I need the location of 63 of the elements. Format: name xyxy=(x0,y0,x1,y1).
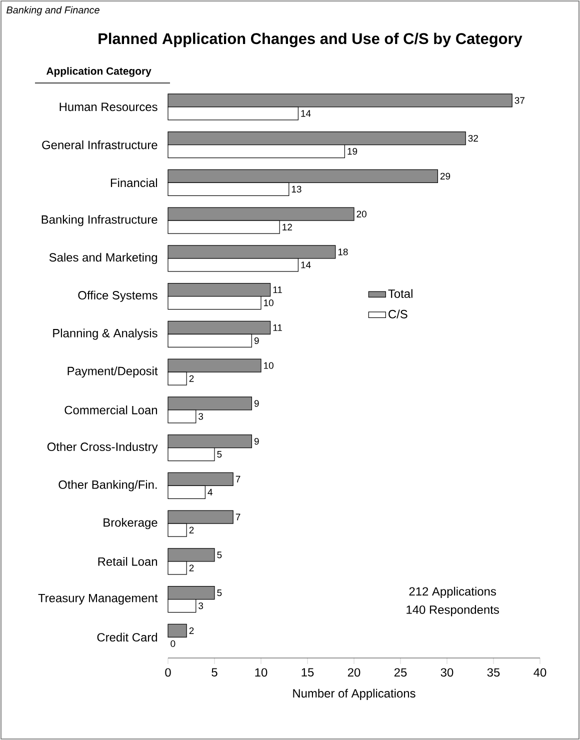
y-tick-label: Other Cross-Industry xyxy=(47,442,158,454)
x-axis-title: Number of Applications xyxy=(293,688,416,700)
data-label: 7 xyxy=(236,476,240,482)
data-label: 5 xyxy=(217,552,222,558)
data-label: 0 xyxy=(170,640,176,648)
annotation: 212 Applications xyxy=(409,586,496,598)
x-tick-label: 15 xyxy=(302,668,314,677)
x-tick-label: 20 xyxy=(348,668,360,677)
data-label: 5 xyxy=(217,589,222,596)
data-label: 2 xyxy=(189,526,194,534)
y-tick-label: Sales and Marketing xyxy=(49,252,158,264)
y-tick-label: Treasury Management xyxy=(38,594,158,605)
y-tick-label: Financial xyxy=(110,178,158,188)
data-label: 2 xyxy=(189,627,194,634)
legend-label: Total xyxy=(388,289,412,298)
y-tick-label: Commercial Loan xyxy=(64,406,158,414)
data-label: 10 xyxy=(264,299,274,306)
y-tick-label: Retail Loan xyxy=(98,557,158,566)
y-tick-label: Planning & Analysis xyxy=(53,328,158,340)
data-label: 29 xyxy=(440,172,450,180)
data-label: 13 xyxy=(292,186,302,193)
y-tick-label: General Infrastructure xyxy=(42,140,158,150)
data-label: 37 xyxy=(514,97,524,104)
data-label: 2 xyxy=(189,564,194,572)
data-label: 7 xyxy=(236,514,240,520)
x-tick-label: 25 xyxy=(394,668,407,677)
data-label: 9 xyxy=(254,438,259,445)
y-tick-label: Payment/Deposit xyxy=(68,366,158,378)
data-label: 19 xyxy=(348,148,358,155)
data-label: 14 xyxy=(301,262,311,268)
data-label: 9 xyxy=(254,400,259,407)
x-tick-label: 40 xyxy=(534,668,546,677)
text: Banking and Finance xyxy=(6,6,100,16)
chart-title: Planned Application Changes and Use of C/S by Category xyxy=(98,32,522,48)
data-label: 32 xyxy=(468,134,478,142)
data-label: 4 xyxy=(208,488,212,496)
data-label: 20 xyxy=(356,210,366,218)
annotation: 140 Respondents xyxy=(406,605,499,616)
data-label: 2 xyxy=(189,375,194,382)
data-label: 11 xyxy=(273,286,282,294)
bar xyxy=(168,624,187,638)
x-tick-label: 35 xyxy=(487,668,500,677)
data-label: 3 xyxy=(198,602,204,610)
data-label: 14 xyxy=(301,110,311,117)
y-axis-title: Application Category xyxy=(46,67,152,77)
x-tick-label: 10 xyxy=(255,668,268,677)
data-label: 12 xyxy=(282,224,292,230)
x-tick-label: 30 xyxy=(440,668,454,677)
y-tick-label: Human Resources xyxy=(60,102,158,112)
y-tick-label: Banking Infrastructure xyxy=(42,214,158,226)
y-tick-label: Credit Card xyxy=(97,632,158,642)
y-tick-label: Office Systems xyxy=(78,290,158,302)
legend-label: C/S xyxy=(388,310,408,318)
y-tick-label: Brokerage xyxy=(104,518,158,530)
data-label: 10 xyxy=(264,362,274,369)
data-label: 5 xyxy=(217,450,222,458)
data-label: 9 xyxy=(254,337,259,344)
data-label: 3 xyxy=(198,413,204,420)
x-tick-label: 0 xyxy=(165,668,171,677)
x-tick-label: 5 xyxy=(212,668,218,677)
data-label: 18 xyxy=(338,248,348,256)
y-tick-label: Other Banking/Fin. xyxy=(58,480,157,492)
data-label: 11 xyxy=(273,324,282,331)
